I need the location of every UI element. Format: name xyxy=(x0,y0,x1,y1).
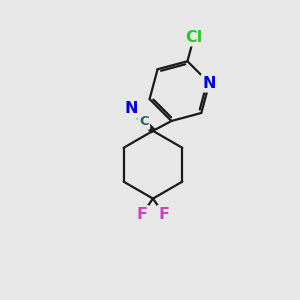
Text: N: N xyxy=(124,101,138,116)
Text: Cl: Cl xyxy=(185,30,203,45)
Text: C: C xyxy=(139,115,148,128)
Text: F: F xyxy=(136,207,148,222)
Text: F: F xyxy=(158,207,169,222)
Text: N: N xyxy=(202,76,216,91)
